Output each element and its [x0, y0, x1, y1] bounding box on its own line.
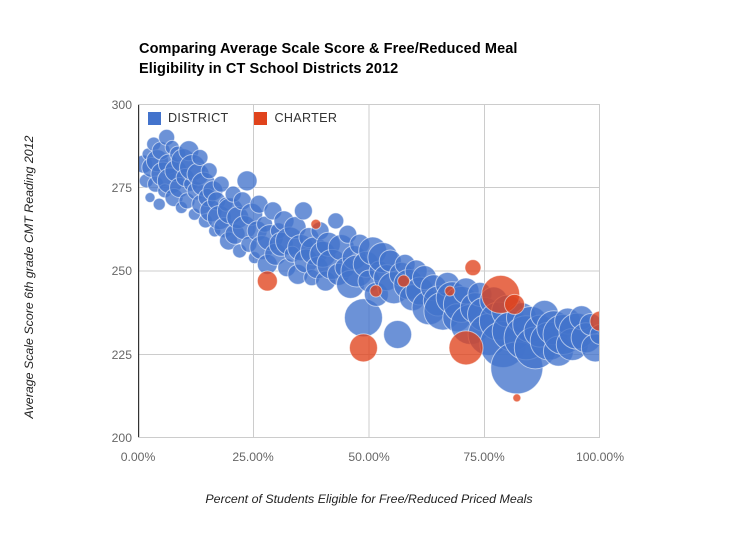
series-charter	[256, 218, 600, 403]
legend-label-charter: CHARTER	[274, 111, 338, 125]
plot-area	[138, 104, 600, 438]
y-axis-title-container: Average Scale Score 6th grade CMT Readin…	[22, 104, 68, 438]
bubble-district[interactable]	[144, 192, 156, 204]
y-tick-label-225: 225	[111, 348, 132, 362]
bubble-charter[interactable]	[464, 259, 482, 277]
bubble-charter[interactable]	[310, 218, 322, 230]
y-tick-label-200: 200	[111, 431, 132, 445]
x-tick-label-75: 75.00%	[463, 450, 505, 464]
x-tick-label-0: 0.00%	[120, 450, 156, 464]
chart-title: Comparing Average Scale Score & Free/Red…	[139, 40, 609, 79]
x-tick-label-50: 50.00%	[348, 450, 390, 464]
bubble-charter[interactable]	[512, 393, 522, 403]
legend-item-district[interactable]: DISTRICT	[148, 111, 228, 125]
bubble-charter[interactable]	[589, 310, 600, 332]
plot-frame	[138, 104, 600, 438]
bubble-district[interactable]	[191, 148, 209, 166]
bubble-district[interactable]	[152, 197, 166, 211]
legend-swatch-charter-icon	[254, 111, 268, 125]
bubble-charter[interactable]	[444, 285, 456, 297]
y-tick-label-300: 300	[111, 98, 132, 112]
bubble-charter[interactable]	[256, 270, 278, 292]
x-axis-title: Percent of Students Eligible for Free/Re…	[205, 492, 533, 506]
y-tick-label-250: 250	[111, 264, 132, 278]
x-tick-label-25: 25.00%	[232, 450, 274, 464]
bubble-charter[interactable]	[397, 274, 411, 288]
x-tick-label-100: 100.00%	[575, 450, 625, 464]
bubble-district[interactable]	[383, 319, 413, 349]
bubble-charter[interactable]	[448, 330, 484, 366]
bubble-district[interactable]	[327, 212, 345, 230]
bubble-district[interactable]	[212, 175, 230, 193]
bubble-charter[interactable]	[504, 293, 526, 315]
chart-title-line-2: Eligibility in CT School Districts 2012	[139, 60, 399, 77]
plot-svg	[138, 104, 600, 438]
legend-swatch-district-icon	[148, 111, 161, 125]
chart-title-line-1: Comparing Average Scale Score & Free/Red…	[139, 41, 518, 57]
chart-legend: DISTRICT CHARTER	[148, 111, 337, 125]
y-axis-title: Average Scale Score 6th grade CMT Readin…	[22, 135, 36, 419]
series-district	[138, 128, 600, 395]
y-tick-label-275: 275	[111, 181, 132, 195]
bubble-charter[interactable]	[369, 284, 383, 298]
bubble-district[interactable]	[200, 162, 218, 180]
bubble-district[interactable]	[293, 201, 313, 221]
data-points-layer	[138, 128, 600, 403]
legend-item-charter[interactable]: CHARTER	[254, 111, 337, 125]
bubble-charter[interactable]	[348, 333, 378, 363]
legend-label-district: DISTRICT	[168, 111, 229, 125]
bubble-district[interactable]	[236, 170, 258, 192]
